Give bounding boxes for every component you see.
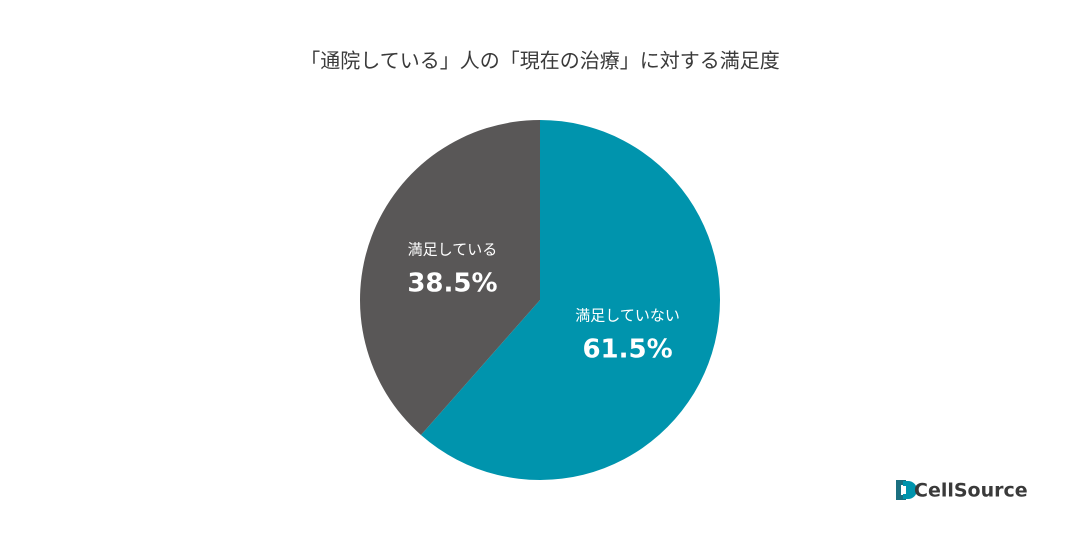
logo-icon xyxy=(903,481,917,499)
slice-category-label: 満足している xyxy=(408,240,498,258)
slice-value-label: 38.5% xyxy=(407,268,497,298)
logo-text: CellSource xyxy=(914,480,1028,502)
slice-value-label: 61.5% xyxy=(582,335,672,365)
chart-title: 「通院している」人の「現在の治療」に対する満足度 xyxy=(300,49,779,73)
logo: CellSource xyxy=(896,480,1028,502)
pie-slice xyxy=(420,120,720,480)
slice-category-label: 満足していない xyxy=(575,307,680,325)
pie-slice xyxy=(360,120,540,436)
